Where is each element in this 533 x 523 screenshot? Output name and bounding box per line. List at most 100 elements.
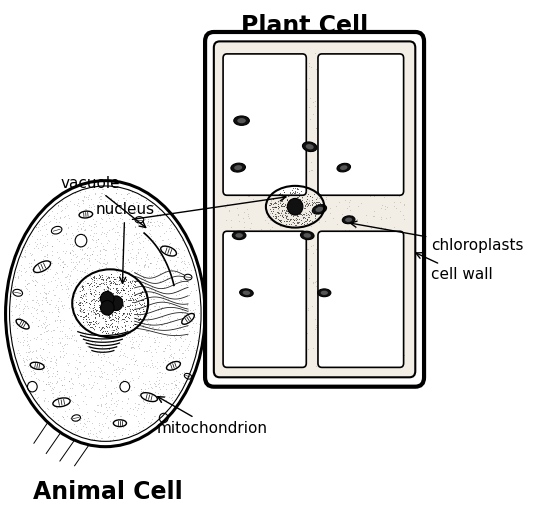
Point: [377, 223, 385, 231]
Point: [277, 218, 286, 226]
Point: [287, 215, 296, 223]
Point: [110, 275, 118, 283]
Point: [286, 198, 294, 207]
Point: [229, 131, 237, 140]
Point: [85, 417, 93, 425]
Point: [112, 249, 120, 257]
Point: [24, 304, 33, 313]
Point: [51, 283, 60, 291]
Point: [90, 330, 98, 338]
Point: [82, 205, 91, 213]
Point: [58, 381, 66, 390]
Point: [337, 149, 346, 157]
Point: [103, 283, 112, 292]
Point: [90, 424, 99, 433]
Point: [394, 317, 403, 326]
Point: [321, 245, 329, 253]
Point: [284, 129, 293, 137]
Point: [107, 320, 116, 328]
Point: [390, 293, 398, 302]
Point: [252, 340, 260, 349]
Point: [115, 370, 123, 379]
Point: [122, 230, 130, 238]
Point: [58, 231, 67, 240]
Point: [397, 283, 406, 292]
Point: [112, 343, 120, 351]
Point: [130, 383, 138, 391]
Point: [158, 313, 167, 321]
Point: [85, 314, 93, 323]
Point: [116, 351, 124, 359]
Point: [99, 242, 107, 250]
Ellipse shape: [72, 415, 80, 421]
Point: [91, 306, 100, 315]
Point: [131, 305, 140, 313]
Point: [105, 312, 114, 320]
Point: [76, 283, 84, 291]
Point: [107, 389, 116, 397]
Point: [79, 312, 88, 321]
Point: [130, 411, 138, 419]
Point: [120, 317, 128, 326]
Point: [118, 376, 127, 384]
Point: [107, 376, 115, 384]
Point: [267, 200, 276, 209]
Point: [300, 129, 309, 137]
Point: [107, 194, 115, 202]
Point: [348, 288, 356, 297]
Point: [282, 231, 291, 239]
Point: [237, 238, 246, 246]
Point: [365, 129, 373, 137]
Point: [92, 317, 101, 325]
Point: [45, 300, 53, 308]
Point: [175, 333, 184, 342]
Point: [247, 361, 255, 370]
Point: [374, 186, 383, 194]
Point: [152, 369, 161, 377]
Point: [69, 241, 78, 249]
Point: [353, 136, 361, 144]
Point: [154, 380, 163, 388]
Point: [271, 203, 280, 211]
Point: [134, 312, 142, 320]
Point: [386, 354, 395, 362]
Point: [305, 197, 313, 206]
Point: [14, 304, 23, 312]
Point: [81, 268, 90, 276]
Point: [180, 314, 189, 322]
Point: [285, 205, 293, 213]
Point: [36, 329, 45, 338]
Point: [21, 301, 29, 310]
Point: [252, 337, 260, 345]
Point: [266, 197, 275, 206]
Point: [100, 302, 109, 310]
Point: [133, 404, 142, 413]
Point: [270, 138, 278, 146]
Point: [257, 105, 266, 113]
Point: [74, 373, 82, 381]
Point: [322, 135, 331, 144]
Point: [189, 261, 198, 269]
Point: [95, 307, 103, 315]
Point: [270, 66, 279, 74]
Point: [272, 199, 280, 207]
Point: [288, 209, 296, 218]
Point: [124, 282, 133, 291]
Point: [325, 84, 333, 92]
Point: [348, 147, 356, 156]
Point: [352, 314, 361, 322]
Point: [354, 270, 362, 279]
Point: [300, 327, 308, 336]
Point: [85, 303, 94, 311]
Point: [68, 240, 76, 248]
Point: [67, 396, 75, 404]
Point: [36, 289, 44, 298]
Point: [338, 230, 347, 238]
Point: [88, 246, 97, 255]
Point: [73, 310, 82, 319]
Point: [177, 281, 185, 289]
Point: [118, 194, 127, 202]
Point: [185, 305, 194, 314]
Point: [66, 248, 74, 257]
Point: [151, 275, 159, 283]
